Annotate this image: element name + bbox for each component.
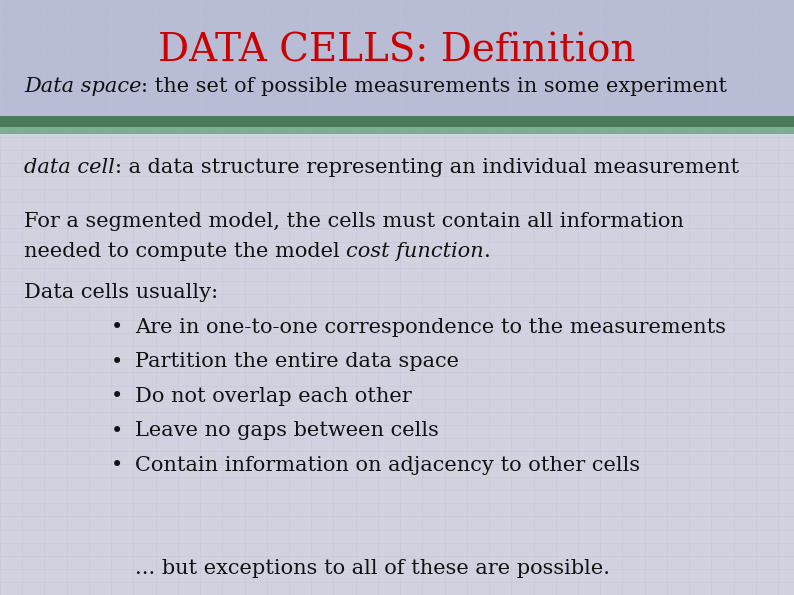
Text: •: •	[111, 421, 123, 441]
Text: data cell: data cell	[24, 158, 114, 177]
Text: Data cells usually:: Data cells usually:	[24, 283, 218, 302]
Bar	[0, 134, 794, 595]
Text: Data space: Data space	[24, 77, 141, 96]
Text: Do not overlap each other: Do not overlap each other	[135, 387, 412, 406]
Text: DATA CELLS: Definition: DATA CELLS: Definition	[158, 32, 636, 69]
Text: ... but exceptions to all of these are possible.: ... but exceptions to all of these are p…	[135, 559, 610, 578]
Text: : the set of possible measurements in some experiment: : the set of possible measurements in so…	[141, 77, 727, 96]
Text: •: •	[111, 386, 123, 406]
Text: .: .	[484, 242, 491, 261]
Text: Partition the entire data space: Partition the entire data space	[135, 352, 459, 371]
Text: •: •	[111, 455, 123, 475]
Text: •: •	[111, 317, 123, 337]
Bar	[0, 116, 794, 127]
Text: : a data structure representing an individual measurement: : a data structure representing an indiv…	[114, 158, 738, 177]
Text: Are in one-to-one correspondence to the measurements: Are in one-to-one correspondence to the …	[135, 318, 726, 337]
Bar	[0, 127, 794, 134]
Text: Leave no gaps between cells: Leave no gaps between cells	[135, 421, 439, 440]
Text: For a segmented model, the cells must contain all information: For a segmented model, the cells must co…	[24, 212, 684, 231]
Text: •: •	[111, 352, 123, 372]
Text: needed to compute the model: needed to compute the model	[24, 242, 346, 261]
Text: Contain information on adjacency to other cells: Contain information on adjacency to othe…	[135, 456, 640, 475]
Text: cost function: cost function	[346, 242, 484, 261]
